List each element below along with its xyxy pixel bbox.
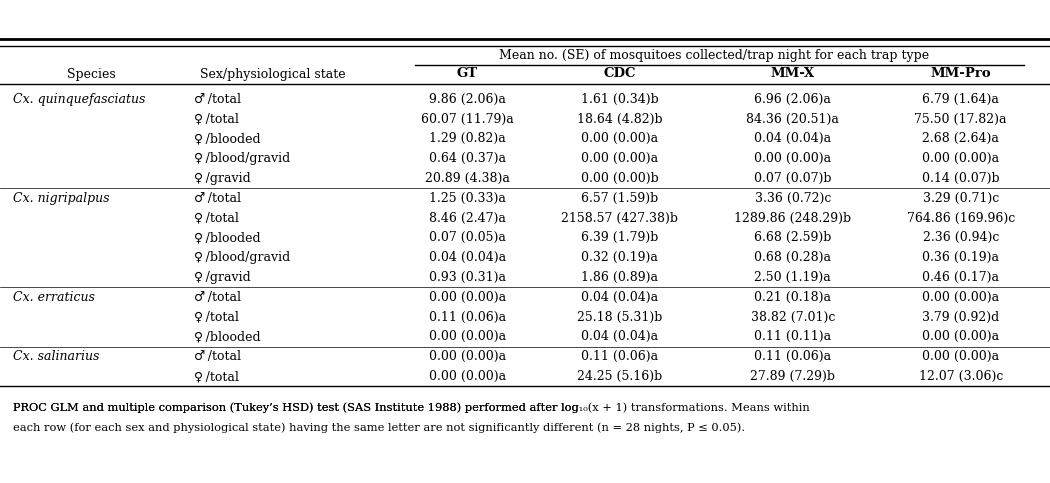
Text: 1.25 (0.33)a: 1.25 (0.33)a xyxy=(428,192,506,205)
Text: ♀ /blood/gravid: ♀ /blood/gravid xyxy=(194,152,291,165)
Text: 0.32 (0.19)a: 0.32 (0.19)a xyxy=(581,251,658,264)
Text: ♀ /blooded: ♀ /blooded xyxy=(194,330,260,343)
Text: ♀ /gravid: ♀ /gravid xyxy=(194,271,251,284)
Text: ♀ /total: ♀ /total xyxy=(194,311,239,324)
Text: 0.04 (0.04)a: 0.04 (0.04)a xyxy=(581,291,658,304)
Text: ♀ /blood/gravid: ♀ /blood/gravid xyxy=(194,251,291,264)
Text: 75.50 (17.82)a: 75.50 (17.82)a xyxy=(915,113,1007,126)
Text: Species: Species xyxy=(67,69,116,81)
Text: Cx. quinquefasciatus: Cx. quinquefasciatus xyxy=(13,93,145,106)
Text: 0.00 (0.00)a: 0.00 (0.00)a xyxy=(922,350,1000,363)
Text: 0.14 (0.07)b: 0.14 (0.07)b xyxy=(922,172,1000,185)
Text: 0.11 (0.06)a: 0.11 (0.06)a xyxy=(581,350,658,363)
Text: 0.46 (0.17)a: 0.46 (0.17)a xyxy=(922,271,1000,284)
Text: 0.64 (0.37)a: 0.64 (0.37)a xyxy=(428,152,506,165)
Text: 0.93 (0.31)a: 0.93 (0.31)a xyxy=(428,271,506,284)
Text: 0.36 (0.19)a: 0.36 (0.19)a xyxy=(922,251,1000,264)
Text: 0.21 (0.18)a: 0.21 (0.18)a xyxy=(754,291,832,304)
Text: 27.89 (7.29)b: 27.89 (7.29)b xyxy=(751,370,835,383)
Text: 0.07 (0.05)a: 0.07 (0.05)a xyxy=(428,231,506,244)
Text: 0.04 (0.04)a: 0.04 (0.04)a xyxy=(581,330,658,343)
Text: 0.00 (0.00)a: 0.00 (0.00)a xyxy=(428,350,506,363)
Text: 20.89 (4.38)a: 20.89 (4.38)a xyxy=(425,172,509,185)
Text: 12.07 (3.06)c: 12.07 (3.06)c xyxy=(919,370,1003,383)
Text: 0.00 (0.00)a: 0.00 (0.00)a xyxy=(428,370,506,383)
Text: 2158.57 (427.38)b: 2158.57 (427.38)b xyxy=(561,212,678,225)
Text: 0.11 (0.06)a: 0.11 (0.06)a xyxy=(754,350,832,363)
Text: 0.04 (0.04)a: 0.04 (0.04)a xyxy=(428,251,506,264)
Text: 2.50 (1.19)a: 2.50 (1.19)a xyxy=(754,271,832,284)
Text: MM-Pro: MM-Pro xyxy=(930,67,991,80)
Text: 1.86 (0.89)a: 1.86 (0.89)a xyxy=(581,271,658,284)
Text: 2.36 (0.94)c: 2.36 (0.94)c xyxy=(923,231,999,244)
Text: 0.00 (0.00)a: 0.00 (0.00)a xyxy=(581,132,658,145)
Text: 764.86 (169.96)c: 764.86 (169.96)c xyxy=(906,212,1015,225)
Text: 0.11 (0.11)a: 0.11 (0.11)a xyxy=(754,330,832,343)
Text: 24.25 (5.16)b: 24.25 (5.16)b xyxy=(576,370,663,383)
Text: 1.61 (0.34)b: 1.61 (0.34)b xyxy=(581,93,658,106)
Text: 6.39 (1.79)b: 6.39 (1.79)b xyxy=(581,231,658,244)
Text: 0.07 (0.07)b: 0.07 (0.07)b xyxy=(754,172,832,185)
Text: MM-X: MM-X xyxy=(771,67,815,80)
Text: ♀ /gravid: ♀ /gravid xyxy=(194,172,251,185)
Text: ♀ /total: ♀ /total xyxy=(194,113,239,126)
Text: PROC GLM and multiple comparison (Tukey’s HSD) test (SAS Institute 1988) perform: PROC GLM and multiple comparison (Tukey’… xyxy=(13,403,579,413)
Text: 0.68 (0.28)a: 0.68 (0.28)a xyxy=(754,251,832,264)
Text: 84.36 (20.51)a: 84.36 (20.51)a xyxy=(747,113,839,126)
Text: 0.00 (0.00)a: 0.00 (0.00)a xyxy=(922,152,1000,165)
Text: 25.18 (5.31)b: 25.18 (5.31)b xyxy=(576,311,663,324)
Text: each row (for each sex and physiological state) having the same letter are not s: each row (for each sex and physiological… xyxy=(13,422,744,433)
Text: 0.04 (0.04)a: 0.04 (0.04)a xyxy=(754,132,832,145)
Text: 0.11 (0.06)a: 0.11 (0.06)a xyxy=(428,311,506,324)
Text: 3.36 (0.72)c: 3.36 (0.72)c xyxy=(755,192,831,205)
Text: ♂ /total: ♂ /total xyxy=(194,192,242,205)
Text: 8.46 (2.47)a: 8.46 (2.47)a xyxy=(428,212,506,225)
Text: 0.00 (0.00)a: 0.00 (0.00)a xyxy=(428,330,506,343)
Text: 0.00 (0.00)a: 0.00 (0.00)a xyxy=(754,152,832,165)
Text: ♀ /total: ♀ /total xyxy=(194,212,239,225)
Text: Cx. erraticus: Cx. erraticus xyxy=(13,291,94,304)
Text: 0.00 (0.00)a: 0.00 (0.00)a xyxy=(581,152,658,165)
Text: 1.29 (0.82)a: 1.29 (0.82)a xyxy=(428,132,506,145)
Text: CDC: CDC xyxy=(604,67,635,80)
Text: ♂ /total: ♂ /total xyxy=(194,350,242,363)
Text: 3.29 (0.71)c: 3.29 (0.71)c xyxy=(923,192,999,205)
Text: 6.96 (2.06)a: 6.96 (2.06)a xyxy=(754,93,832,106)
Text: ♂ /total: ♂ /total xyxy=(194,93,242,106)
Text: 1289.86 (248.29)b: 1289.86 (248.29)b xyxy=(734,212,852,225)
Text: ♀ /blooded: ♀ /blooded xyxy=(194,132,260,145)
Text: Mean no. (SE) of mosquitoes collected/trap night for each trap type: Mean no. (SE) of mosquitoes collected/tr… xyxy=(499,49,929,61)
Text: 60.07 (11.79)a: 60.07 (11.79)a xyxy=(421,113,513,126)
Text: Cx. nigripalpus: Cx. nigripalpus xyxy=(13,192,109,205)
Text: ♂ /total: ♂ /total xyxy=(194,291,242,304)
Text: 0.00 (0.00)a: 0.00 (0.00)a xyxy=(922,291,1000,304)
Text: 6.57 (1.59)b: 6.57 (1.59)b xyxy=(581,192,658,205)
Text: ♀ /total: ♀ /total xyxy=(194,370,239,383)
Text: ♀ /blooded: ♀ /blooded xyxy=(194,231,260,244)
Text: 0.00 (0.00)a: 0.00 (0.00)a xyxy=(428,291,506,304)
Text: 18.64 (4.82)b: 18.64 (4.82)b xyxy=(576,113,663,126)
Text: 6.79 (1.64)a: 6.79 (1.64)a xyxy=(922,93,1000,106)
Text: 6.68 (2.59)b: 6.68 (2.59)b xyxy=(754,231,832,244)
Text: 3.79 (0.92)d: 3.79 (0.92)d xyxy=(922,311,1000,324)
Text: Sex/physiological state: Sex/physiological state xyxy=(201,69,345,81)
Text: 0.00 (0.00)b: 0.00 (0.00)b xyxy=(581,172,658,185)
Text: 2.68 (2.64)a: 2.68 (2.64)a xyxy=(922,132,1000,145)
Text: 9.86 (2.06)a: 9.86 (2.06)a xyxy=(428,93,506,106)
Text: 0.00 (0.00)a: 0.00 (0.00)a xyxy=(922,330,1000,343)
Text: Cx. salinarius: Cx. salinarius xyxy=(13,350,99,363)
Text: GT: GT xyxy=(457,67,478,80)
Text: PROC GLM and multiple comparison (Tukey’s HSD) test (SAS Institute 1988) perform: PROC GLM and multiple comparison (Tukey’… xyxy=(13,403,810,413)
Text: 38.82 (7.01)c: 38.82 (7.01)c xyxy=(751,311,835,324)
